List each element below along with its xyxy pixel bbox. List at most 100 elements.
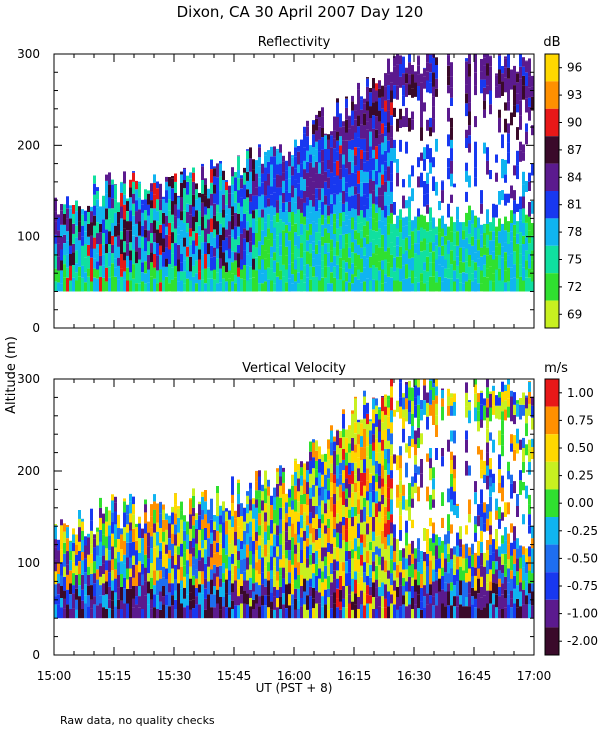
heatmap-cell [501, 257, 504, 270]
heatmap-cell [429, 63, 432, 73]
heatmap-cell [501, 420, 504, 435]
heatmap-cell [513, 65, 516, 75]
heatmap-cell [351, 578, 354, 592]
heatmap-cell [390, 223, 393, 233]
heatmap-cell [468, 64, 471, 77]
heatmap-cell [222, 606, 225, 619]
heatmap-cell [354, 266, 357, 277]
heatmap-cell [273, 178, 276, 193]
heatmap-cell [369, 595, 372, 604]
heatmap-cell [378, 596, 381, 607]
heatmap-cell [510, 474, 513, 484]
heatmap-cell [453, 546, 456, 555]
heatmap-cell [396, 267, 399, 281]
heatmap-cell [336, 98, 339, 103]
heatmap-cell [435, 580, 438, 594]
heatmap-cell [306, 197, 309, 206]
heatmap-cell [411, 438, 414, 448]
heatmap-cell [216, 258, 219, 273]
heatmap-cell [177, 609, 180, 619]
heatmap-cell [75, 211, 78, 226]
heatmap-cell [180, 271, 183, 281]
heatmap-cell [453, 222, 456, 233]
heatmap-cell [480, 552, 483, 566]
heatmap-cell [501, 81, 504, 96]
heatmap-cell [354, 132, 357, 148]
heatmap-cell [495, 395, 498, 406]
heatmap-cell [225, 511, 228, 521]
heatmap-cell [174, 504, 177, 514]
heatmap-cell [432, 228, 435, 243]
heatmap-cell [456, 569, 459, 582]
heatmap-cell [330, 482, 333, 497]
heatmap-cell [381, 221, 384, 235]
heatmap-cell [366, 171, 369, 183]
heatmap-cell [522, 580, 525, 590]
heatmap-cell [456, 581, 459, 597]
heatmap-cell [378, 280, 381, 292]
heatmap-cell [411, 598, 414, 609]
heatmap-cell [480, 517, 483, 531]
heatmap-cell [333, 592, 336, 604]
heatmap-cell [240, 574, 243, 586]
heatmap-cell [300, 223, 303, 235]
heatmap-cell [294, 458, 297, 461]
heatmap-cell [513, 404, 516, 415]
heatmap-cell [387, 519, 390, 535]
heatmap-cell [339, 609, 342, 619]
heatmap-cell [456, 278, 459, 292]
heatmap-cell [240, 259, 243, 270]
heatmap-cell [402, 586, 405, 596]
heatmap-cell [348, 572, 351, 586]
heatmap-cell [237, 579, 240, 588]
heatmap-cell [294, 188, 297, 203]
heatmap-cell [105, 193, 108, 209]
heatmap-cell [516, 598, 519, 608]
heatmap-cell [348, 187, 351, 197]
heatmap-cell [114, 199, 117, 213]
heatmap-cell [348, 509, 351, 518]
heatmap-cell [147, 573, 150, 582]
heatmap-cell [354, 462, 357, 475]
heatmap-cell [474, 407, 477, 422]
heatmap-cell [150, 262, 153, 277]
heatmap-cell [486, 518, 489, 531]
heatmap-cell [210, 159, 213, 169]
heatmap-cell [150, 563, 153, 578]
heatmap-cell [390, 232, 393, 243]
heatmap-cell [423, 262, 426, 271]
heatmap-cell [285, 179, 288, 191]
heatmap-cell [306, 150, 309, 162]
heatmap-cell [354, 506, 357, 517]
heatmap-cell [351, 161, 354, 173]
heatmap-cell [459, 261, 462, 274]
heatmap-cell [168, 558, 171, 574]
heatmap-cell [78, 551, 81, 562]
heatmap-cell [390, 160, 393, 174]
heatmap-cell [264, 207, 267, 222]
heatmap-cell [402, 116, 405, 128]
footnote: Raw data, no quality checks [60, 714, 215, 727]
heatmap-cell [309, 586, 312, 597]
heatmap-cell [450, 173, 453, 187]
heatmap-cell [72, 585, 75, 594]
heatmap-cell [339, 521, 342, 534]
heatmap-cell [327, 588, 330, 598]
heatmap-cell [363, 237, 366, 248]
heatmap-cell [381, 422, 384, 431]
heatmap-cell [393, 56, 396, 67]
heatmap-cell [486, 603, 489, 619]
heatmap-cell [231, 503, 234, 517]
heatmap-cell [441, 255, 444, 267]
heatmap-cell [285, 170, 288, 180]
heatmap-cell [330, 563, 333, 574]
heatmap-cell [312, 608, 315, 619]
heatmap-cell [441, 540, 444, 553]
heatmap-cell [315, 149, 318, 162]
heatmap-cell [216, 493, 219, 507]
heatmap-cell [321, 561, 324, 572]
heatmap-cell [285, 190, 288, 202]
heatmap-cell [96, 244, 99, 254]
heatmap-cell [192, 488, 195, 496]
heatmap-cell [444, 277, 447, 292]
